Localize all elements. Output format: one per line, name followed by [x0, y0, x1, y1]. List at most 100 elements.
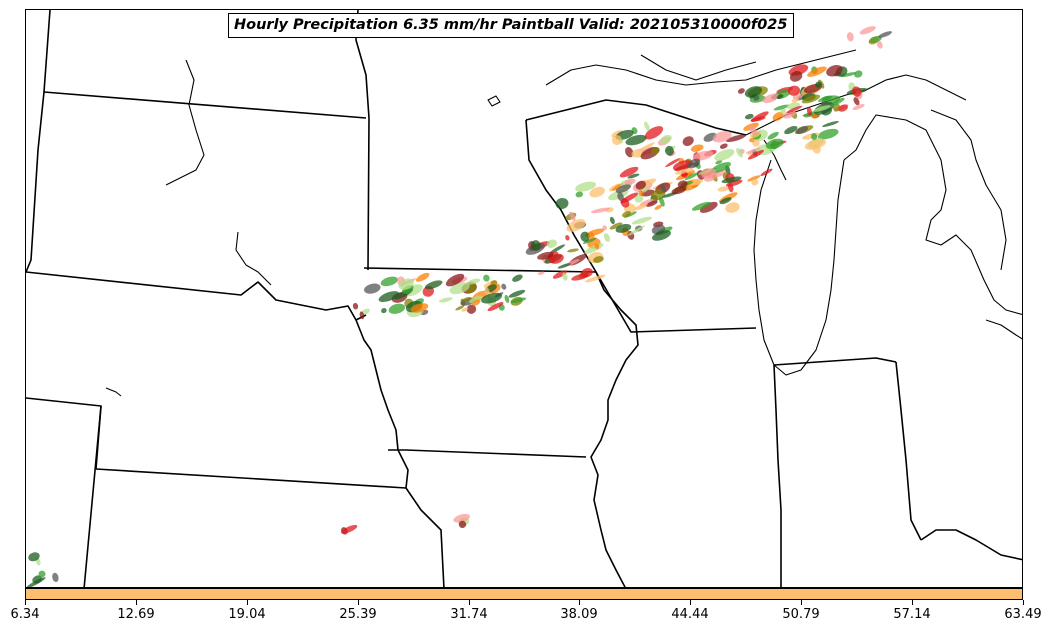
precip-cell: [438, 297, 453, 303]
border-in-mi: [773, 357, 897, 366]
border-co-ks: [83, 405, 102, 587]
colorbar-tick-label: 38.09: [560, 607, 598, 622]
precip-cell: [838, 104, 848, 112]
precip-cell: [665, 145, 674, 156]
colorbar-tick-label: 31.74: [450, 607, 488, 622]
precip-cell: [691, 201, 711, 211]
precip-cell: [684, 172, 700, 181]
precip-cell: [487, 302, 504, 312]
precip-cell: [380, 276, 398, 287]
precip-cell: [854, 70, 863, 78]
border-ne-ia-river: [355, 319, 399, 451]
precip-cell: [603, 233, 611, 243]
lake-winnebago: [105, 387, 122, 397]
border-oh-south: [920, 529, 1022, 561]
precip-cell: [689, 178, 703, 186]
precip-cell: [627, 173, 640, 179]
upper-peninsula: [745, 74, 967, 136]
precip-cell: [364, 283, 381, 294]
precip-cell: [619, 166, 639, 178]
precip-cell: [795, 126, 809, 134]
precip-cell: [634, 203, 648, 211]
precip-cell: [681, 172, 688, 177]
precip-cell: [840, 72, 857, 78]
precip-cell: [593, 256, 604, 263]
precip-cell: [468, 295, 483, 304]
precip-cell: [747, 149, 764, 160]
precip-cell: [811, 133, 818, 141]
colorbar-tick-label: 57.14: [893, 607, 931, 622]
border-nd-north-sd: [43, 91, 367, 119]
precip-cell: [644, 126, 664, 140]
precip-cell: [665, 158, 681, 168]
precip-cell: [747, 175, 761, 182]
state-borders: [26, 10, 1022, 587]
precip-cell: [512, 274, 523, 282]
precip-cell: [631, 216, 652, 225]
colorbar-tick-label: 63.49: [1004, 607, 1042, 622]
precip-cell: [719, 197, 732, 205]
precip-cell: [711, 162, 731, 173]
precip-cell: [815, 81, 822, 88]
colorbar-tick-mark: [247, 600, 248, 605]
border-sd-mn: [367, 117, 370, 271]
precip-cell: [581, 268, 593, 278]
precip-cell: [786, 105, 803, 114]
precip-cell: [582, 237, 597, 244]
precip-cell: [635, 180, 646, 190]
river-mo-sd: [165, 59, 205, 186]
precip-cell: [625, 134, 647, 146]
border-ia-mn: [363, 267, 597, 273]
precip-cell: [749, 137, 755, 143]
lake-superior-shore: [545, 49, 857, 86]
map-title: Hourly Precipitation 6.35 mm/hr Paintbal…: [228, 13, 794, 38]
precip-cell: [575, 191, 584, 198]
colorbar-tick-label: 44.44: [671, 607, 709, 622]
precip-cell: [352, 302, 359, 310]
precip-cell: [471, 299, 481, 306]
precip-cell: [557, 263, 571, 269]
precip-cell: [749, 125, 757, 135]
precip-cell: [878, 31, 892, 38]
precip-cell: [782, 110, 797, 119]
precip-cell: [692, 150, 714, 161]
precip-cell: [674, 168, 694, 175]
precip-cell: [745, 147, 761, 154]
colorbar-tick-mark: [579, 600, 580, 605]
precip-cell: [725, 134, 746, 143]
precip-cell: [609, 216, 615, 225]
colorbar: [25, 588, 1023, 600]
precip-cell: [483, 274, 490, 282]
lake-erie: [985, 319, 1022, 340]
precip-cell: [714, 149, 735, 161]
precip-cell: [462, 296, 472, 302]
precip-cell: [806, 107, 813, 116]
precip-cell: [567, 248, 579, 253]
precip-cell: [575, 181, 597, 192]
precip-cell: [750, 111, 769, 122]
border-ia-mo: [388, 449, 587, 458]
precip-cell: [611, 130, 624, 138]
precip-cell: [501, 283, 507, 290]
precip-cell: [876, 40, 883, 49]
precip-cell: [634, 194, 644, 203]
colorbar-tick-label: 6.34: [10, 607, 40, 622]
precip-cell: [660, 184, 667, 193]
precip-cell: [787, 85, 801, 96]
precip-cell: [807, 66, 827, 77]
precip-cell: [588, 232, 595, 240]
precip-cell: [620, 198, 630, 208]
precip-cell: [767, 131, 779, 140]
precip-cell: [550, 253, 564, 264]
precip-cell: [504, 294, 510, 303]
colorbar-tick-mark: [358, 600, 359, 605]
colorbar-tick-label: 25.39: [339, 607, 377, 622]
precip-cell: [341, 524, 358, 534]
precip-cell: [789, 71, 803, 82]
map-panel: [25, 9, 1023, 588]
precip-cell: [530, 240, 541, 251]
precip-cell: [621, 211, 632, 218]
colorbar-tick-label: 19.04: [228, 607, 266, 622]
precip-cell: [624, 178, 636, 185]
colorbar-ticks: 6.34 12.69 19.04 25.39 31.74 38.09 44.44 50.79 5…: [0, 600, 1053, 633]
